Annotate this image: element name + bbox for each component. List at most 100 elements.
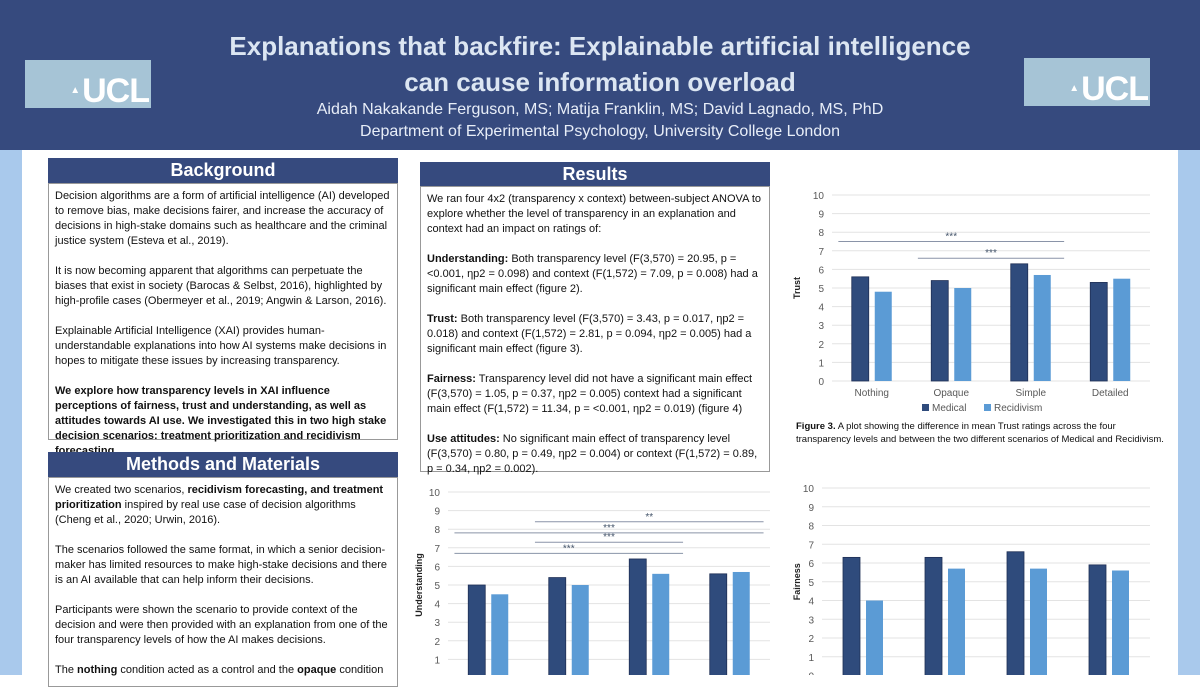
y-tick-label: 6: [434, 562, 440, 573]
y-tick-label: 2: [808, 634, 814, 645]
author-block: Aidah Nakakande Ferguson, MS; Matija Fra…: [150, 99, 1050, 143]
text: No significant main effect of transparen…: [427, 433, 758, 475]
side-strip-right: [1178, 150, 1200, 675]
methods-text: We created two scenarios, recidivism for…: [48, 477, 398, 687]
paragraph: We created two scenarios, recidivism for…: [55, 483, 391, 528]
trust-chart: 0 1 2 3 4 5 6 7 8 9 10 Trust Nothing Opaque Simple Deta…: [792, 191, 1150, 414]
legend-swatch-recidivism: [984, 404, 991, 411]
bar-recidivism: [1112, 570, 1129, 675]
bar-recidivism: [874, 291, 892, 381]
y-tick-label: 7: [808, 540, 814, 551]
significance-label: ***: [945, 232, 957, 243]
bar-medical: [842, 556, 861, 675]
significance-label: ***: [603, 532, 615, 543]
y-tick-label: 0: [818, 377, 824, 388]
paragraph: The nothing condition acted as a control…: [55, 663, 391, 678]
y-tick-label: 10: [429, 488, 441, 499]
bar-medical: [1088, 564, 1107, 675]
authors: Aidah Nakakande Ferguson, MS; Matija Fra…: [316, 101, 884, 118]
y-tick-label: 3: [818, 321, 824, 332]
y-axis-label: Fairness: [792, 563, 802, 600]
legend-label: Recidivism: [994, 403, 1042, 414]
text: Explainable Artificial Intelligence (XAI…: [55, 325, 387, 367]
paragraph: Fairness: Transparency level did not hav…: [427, 372, 763, 417]
bar-medical: [467, 584, 486, 675]
caption-text: A plot showing the difference in mean Tr…: [796, 421, 1164, 445]
title-line-2: can cause information overload: [404, 67, 796, 97]
significance-label: ***: [985, 248, 997, 259]
paragraph: It is now becoming apparent that algorit…: [55, 264, 391, 309]
paragraph: Decision algorithms are a form of artifi…: [55, 189, 391, 249]
y-tick-label: 3: [808, 615, 814, 626]
y-tick-label: 9: [818, 210, 824, 221]
bar-medical: [924, 556, 943, 675]
portico-icon: ▲: [1069, 83, 1080, 94]
bar-recidivism: [1030, 568, 1047, 675]
title-line-1: Explanations that backfire: Explainable …: [229, 31, 971, 61]
bold-text: nothing: [77, 664, 118, 676]
y-tick-label: 2: [434, 637, 440, 648]
legend-swatch-medical: [922, 404, 929, 411]
text: inspired by real use case of decision al…: [55, 499, 356, 526]
results-heading: Results: [420, 162, 770, 187]
bold-text: opaque: [297, 664, 337, 676]
x-tick-label: Simple: [1015, 388, 1046, 399]
affiliation: Department of Experimental Psychology, U…: [360, 123, 840, 140]
y-tick-label: 1: [818, 358, 824, 369]
y-tick-label: 7: [818, 247, 824, 258]
text: condition: [336, 664, 384, 676]
y-tick-label: 1: [808, 653, 814, 664]
bold-text: We explore how transparency levels in XA…: [55, 385, 387, 457]
y-tick-label: 9: [434, 507, 440, 518]
text: Decision algorithms are a form of artifi…: [55, 190, 390, 247]
text: condition acted as a control and the: [117, 664, 298, 676]
logo-text: UCL: [1081, 70, 1149, 108]
bold-text: Understanding:: [427, 253, 509, 265]
figure-3-caption: Figure 3. A plot showing the difference …: [796, 420, 1166, 446]
bar-medical: [1010, 263, 1029, 382]
y-tick-label: 5: [434, 581, 440, 592]
bar-recidivism: [1033, 274, 1051, 381]
bar-recidivism: [491, 594, 509, 675]
significance-label: ***: [563, 543, 575, 554]
bold-text: Trust:: [427, 313, 458, 325]
y-tick-label: 6: [818, 265, 824, 276]
text: Transparency level did not have a signif…: [427, 373, 753, 415]
y-tick-label: 10: [803, 484, 815, 495]
y-tick-label: 0: [808, 672, 814, 676]
bold-text: Use attitudes:: [427, 433, 500, 445]
background-text: Decision algorithms are a form of artifi…: [48, 183, 398, 457]
y-tick-label: 4: [818, 303, 824, 314]
bar-recidivism: [652, 573, 670, 675]
bar-medical: [930, 280, 949, 382]
x-tick-label: Detailed: [1092, 388, 1129, 399]
bar-recidivism: [571, 585, 589, 675]
significance-label: **: [645, 512, 653, 523]
y-tick-label: 5: [808, 578, 814, 589]
portico-icon: ▲: [70, 85, 81, 96]
y-tick-label: 3: [434, 618, 440, 629]
y-axis-label: Understanding: [414, 553, 424, 617]
x-tick-label: Opaque: [933, 388, 969, 399]
bold-text: Fairness:: [427, 373, 476, 385]
text: We created two scenarios,: [55, 484, 188, 496]
paragraph: Explainable Artificial Intelligence (XAI…: [55, 324, 391, 369]
fairness-chart: 0 1 2 3 4 5 6 7 8 9 10 Fairness: [792, 484, 1150, 676]
bar-recidivism: [1113, 278, 1131, 381]
y-tick-label: 6: [808, 559, 814, 570]
y-tick-label: 2: [818, 340, 824, 351]
y-tick-label: 8: [818, 228, 824, 239]
bar-recidivism: [732, 571, 750, 675]
bar-recidivism: [948, 568, 965, 675]
bar-medical: [851, 276, 870, 382]
paragraph: Trust: Both transparency level (F(3,570)…: [427, 312, 763, 357]
text: Both transparency level (F(3,570) = 3.43…: [427, 313, 752, 355]
y-tick-label: 7: [434, 544, 440, 555]
paragraph: Participants were shown the scenario to …: [55, 603, 391, 648]
side-strip-left: [0, 150, 22, 675]
bar-medical: [1006, 551, 1025, 675]
text: We ran four 4x2 (transparency x context)…: [427, 193, 762, 235]
bar-medical: [1089, 282, 1108, 382]
bar-recidivism: [954, 288, 972, 381]
poster-title: Explanations that backfire: Explainable …: [150, 28, 1050, 100]
